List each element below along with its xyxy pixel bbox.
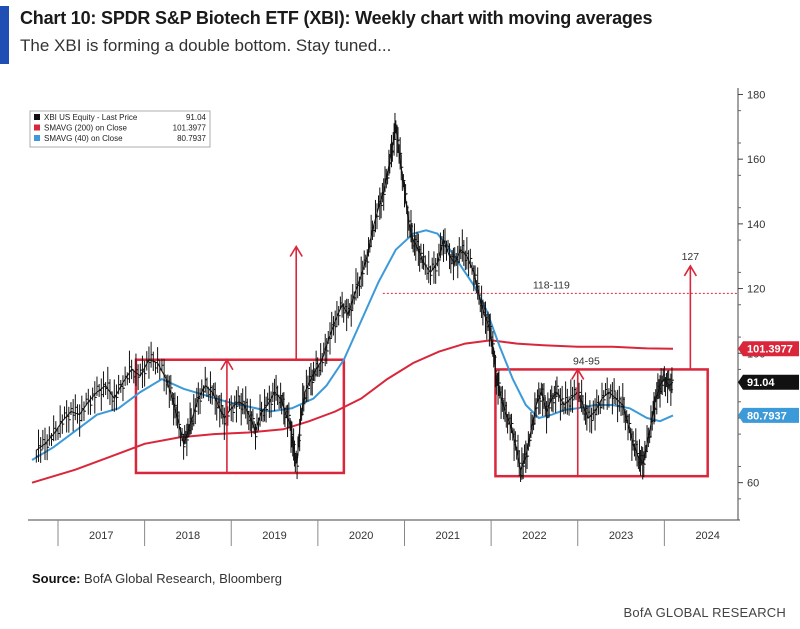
resistance-label: 118-119 xyxy=(533,279,570,291)
legend-swatch-3 xyxy=(34,135,40,141)
y-tick-label-120: 120 xyxy=(747,284,765,296)
last-value-tag-bg xyxy=(738,341,799,357)
x-tick-label-2024: 2024 xyxy=(695,530,719,542)
series-line-smavg-40 xyxy=(31,229,674,461)
measure-arrow-1-head xyxy=(220,358,234,371)
measure-arrow-2-head xyxy=(571,367,585,380)
brand-footer: BofA GLOBAL RESEARCH xyxy=(623,605,786,620)
source-label: Source: xyxy=(32,571,81,586)
x-tick-label-2017: 2017 xyxy=(89,530,113,542)
last-value-label: 101.3977 xyxy=(747,344,793,356)
last-value-tag-bg xyxy=(738,374,799,390)
y-tick-label-60: 60 xyxy=(747,478,759,490)
legend-swatch-1 xyxy=(34,114,40,120)
legend-value-3: 80.7937 xyxy=(177,134,206,143)
source-line: Source: BofA Global Research, Bloomberg xyxy=(32,571,282,586)
x-tick-label-2019: 2019 xyxy=(262,530,286,542)
pattern-box-1 xyxy=(134,358,346,475)
last-value-tag-bg xyxy=(738,407,799,423)
last-value-label: 91.04 xyxy=(747,377,775,389)
last-value-tag: 101.3977 xyxy=(738,341,799,357)
x-tick-label-2018: 2018 xyxy=(176,530,200,542)
chart-title: Chart 10: SPDR S&P Biotech ETF (XBI): We… xyxy=(20,8,653,28)
target-label-127: 127 xyxy=(682,251,700,263)
last-value-tag: 91.04 xyxy=(738,374,799,390)
series-line-smavg-200 xyxy=(31,339,674,484)
x-tick-label-2022: 2022 xyxy=(522,530,546,542)
x-tick-label-2023: 2023 xyxy=(609,530,633,542)
box-label-94-95: 94-95 xyxy=(573,356,600,368)
x-tick-label-2020: 2020 xyxy=(349,530,373,542)
source-text: BofA Global Research, Bloomberg xyxy=(80,571,283,586)
target-arrow-1-head xyxy=(289,244,303,257)
y-tick-label-160: 160 xyxy=(747,154,765,166)
x-tick-label-2021: 2021 xyxy=(436,530,460,542)
legend-label-2: SMAVG (200) on Close xyxy=(44,124,128,133)
last-value-label: 80.7937 xyxy=(747,410,787,422)
legend-swatch-2 xyxy=(34,124,40,131)
chart-subtitle: The XBI is forming a double bottom. Stay… xyxy=(20,36,392,55)
last-value-tag: 80.7937 xyxy=(738,407,799,423)
y-tick-label-140: 140 xyxy=(747,219,765,231)
legend-value-2: 101.3977 xyxy=(173,124,207,133)
target-arrow-2-head xyxy=(683,264,698,277)
y-tick-label-180: 180 xyxy=(747,89,765,101)
legend-label-3: SMAVG (40) on Close xyxy=(44,134,123,143)
legend-box xyxy=(29,110,211,148)
title-accent-bar xyxy=(0,6,9,64)
pattern-box-2 xyxy=(494,368,709,478)
legend-value-1: 91.04 xyxy=(186,113,207,122)
legend-label-1: XBI US Equity - Last Price xyxy=(44,113,138,122)
